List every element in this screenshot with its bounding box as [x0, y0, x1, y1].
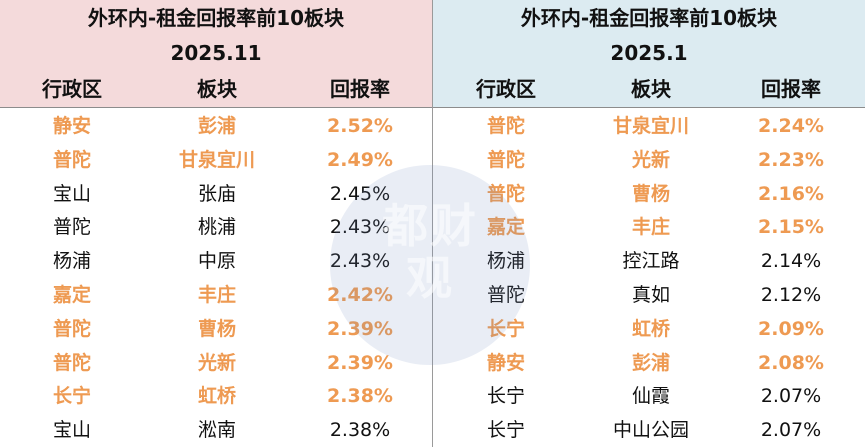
left-header-district: 行政区	[42, 77, 102, 101]
right-table-header: 外环内-租金回报率前10板块 2025.1 行政区 板块 回报率	[433, 0, 865, 108]
table-row: 普陀 曹杨 2.39%	[0, 313, 432, 346]
cell-block: 光新	[197, 351, 237, 374]
cell-block: 曹杨	[631, 182, 671, 205]
cell-block: 桃浦	[197, 216, 237, 239]
cell-rate: 2.23%	[758, 148, 824, 171]
cell-block: 光新	[631, 148, 671, 171]
cell-block: 虹桥	[197, 385, 237, 408]
cell-district: 长宁	[52, 385, 92, 408]
cell-district: 普陀	[486, 148, 526, 171]
cell-rate: 2.45%	[329, 182, 391, 205]
cell-district: 普陀	[486, 284, 526, 306]
right-table-panel: 外环内-租金回报率前10板块 2025.1 行政区 板块 回报率 普陀 甘泉宜川 2…	[432, 0, 865, 447]
cell-district: 静安	[486, 351, 526, 374]
left-table-date: 2025.11	[170, 41, 262, 65]
table-row: 长宁 仙霞 2.07%	[433, 380, 865, 413]
cell-district: 宝山	[52, 419, 92, 442]
table-row: 长宁 中山公园 2.07%	[433, 414, 865, 447]
right-table-date: 2025.1	[610, 41, 688, 65]
cell-block: 彭浦	[197, 115, 237, 137]
cell-rate: 2.38%	[329, 419, 391, 442]
table-row: 静安 彭浦 2.08%	[433, 347, 865, 380]
table-row: 普陀 真如 2.12%	[433, 279, 865, 312]
cell-rate: 2.49%	[327, 148, 393, 171]
cell-rate: 2.07%	[760, 385, 822, 408]
cell-rate: 2.43%	[329, 216, 391, 239]
right-header-block: 板块	[631, 77, 671, 101]
table-row: 普陀 光新 2.23%	[433, 144, 865, 177]
cell-district: 普陀	[52, 317, 92, 340]
cell-rate: 2.42%	[327, 284, 393, 306]
left-header-rate: 回报率	[330, 77, 390, 101]
cell-block: 丰庄	[197, 284, 237, 306]
cell-block: 丰庄	[631, 216, 671, 239]
cell-district: 宝山	[52, 182, 92, 205]
right-column-headers: 行政区 板块 回报率	[433, 76, 865, 102]
cell-block: 甘泉宜川	[178, 148, 256, 171]
cell-district: 嘉定	[486, 216, 526, 239]
cell-district: 杨浦	[486, 250, 526, 273]
cell-rate: 2.14%	[760, 250, 822, 273]
cell-district: 杨浦	[52, 250, 92, 273]
table-row: 嘉定 丰庄 2.42%	[0, 279, 432, 312]
cell-district: 长宁	[486, 385, 526, 408]
cell-district: 普陀	[486, 115, 526, 137]
right-header-rate: 回报率	[761, 77, 821, 101]
left-table-header: 外环内-租金回报率前10板块 2025.11 行政区 板块 回报率	[0, 0, 432, 108]
cell-rate: 2.52%	[327, 115, 393, 137]
cell-district: 普陀	[486, 182, 526, 205]
cell-rate: 2.09%	[758, 317, 824, 340]
left-table-panel: 外环内-租金回报率前10板块 2025.11 行政区 板块 回报率 静安 彭浦 2.…	[0, 0, 432, 447]
cell-rate: 2.15%	[758, 216, 824, 239]
cell-block: 中山公园	[612, 419, 690, 442]
right-table-title: 外环内-租金回报率前10板块	[520, 6, 778, 30]
cell-block: 张庙	[197, 182, 237, 205]
cell-rate: 2.12%	[760, 284, 822, 306]
table-row: 长宁 虹桥 2.38%	[0, 380, 432, 413]
table-row: 普陀 曹杨 2.16%	[433, 178, 865, 211]
cell-district: 长宁	[486, 419, 526, 442]
cell-block: 仙霞	[631, 385, 671, 408]
cell-district: 普陀	[52, 148, 92, 171]
cell-block: 真如	[631, 284, 671, 306]
cell-rate: 2.24%	[758, 115, 824, 137]
table-row: 长宁 虹桥 2.09%	[433, 313, 865, 346]
cell-block: 虹桥	[631, 317, 671, 340]
cell-rate: 2.39%	[327, 317, 393, 340]
table-row: 普陀 甘泉宜川 2.49%	[0, 144, 432, 177]
cell-rate: 2.43%	[329, 250, 391, 273]
table-row: 杨浦 中原 2.43%	[0, 245, 432, 278]
table-row: 嘉定 丰庄 2.15%	[433, 211, 865, 244]
cell-block: 曹杨	[197, 317, 237, 340]
cell-rate: 2.16%	[758, 182, 824, 205]
cell-rate: 2.08%	[758, 351, 824, 374]
cell-rate: 2.38%	[327, 385, 393, 408]
table-row: 普陀 光新 2.39%	[0, 347, 432, 380]
cell-district: 长宁	[486, 317, 526, 340]
table-row: 宝山 张庙 2.45%	[0, 178, 432, 211]
cell-block: 甘泉宜川	[612, 115, 690, 137]
table-row: 宝山 淞南 2.38%	[0, 414, 432, 447]
left-header-block: 板块	[197, 77, 237, 101]
table-row: 静安 彭浦 2.52%	[0, 110, 432, 143]
cell-district: 静安	[52, 115, 92, 137]
cell-block: 彭浦	[631, 351, 671, 374]
left-table-title: 外环内-租金回报率前10板块	[87, 6, 345, 30]
cell-rate: 2.07%	[760, 419, 822, 442]
table-row: 杨浦 控江路 2.14%	[433, 245, 865, 278]
table-row: 普陀 甘泉宜川 2.24%	[433, 110, 865, 143]
cell-district: 普陀	[52, 351, 92, 374]
cell-rate: 2.39%	[327, 351, 393, 374]
left-column-headers: 行政区 板块 回报率	[0, 76, 432, 102]
table-row: 普陀 桃浦 2.43%	[0, 211, 432, 244]
cell-block: 淞南	[197, 419, 237, 442]
cell-block: 中原	[197, 250, 237, 273]
right-header-district: 行政区	[476, 77, 536, 101]
cell-district: 普陀	[52, 216, 92, 239]
cell-district: 嘉定	[52, 284, 92, 306]
cell-block: 控江路	[622, 250, 680, 273]
